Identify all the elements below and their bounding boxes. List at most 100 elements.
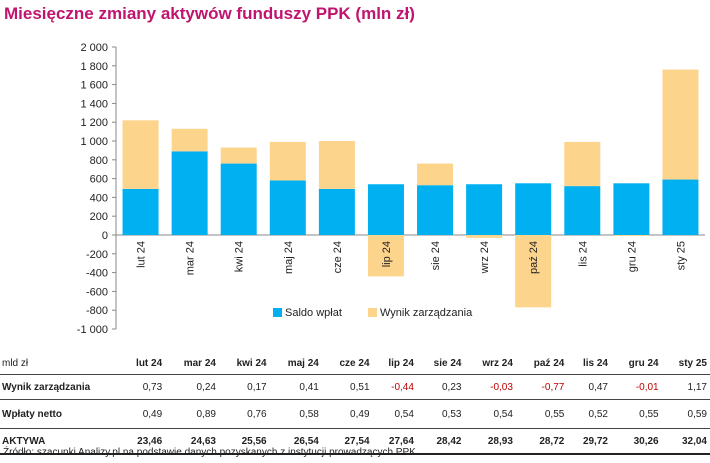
table-row-label: Wpłaty netto	[0, 399, 120, 429]
table-cell: 0,89	[165, 399, 219, 429]
y-tick-label: 600	[90, 174, 108, 186]
x-tick-label: gru 24	[626, 241, 638, 272]
table-column-header: mar 24	[165, 352, 219, 375]
table-cell: 0,17	[218, 374, 270, 400]
y-tick-label: -800	[86, 305, 108, 317]
bar-saldo-wplat	[515, 183, 552, 235]
table-column-header: lip 24	[372, 352, 417, 375]
x-tick-label: paź 24	[528, 241, 540, 274]
y-tick-label: -1 000	[77, 324, 108, 336]
table-row-label: AKTYWA	[0, 428, 120, 455]
bar-wynik-zarzadzania	[122, 120, 159, 189]
table-cell: 30,26	[610, 428, 662, 455]
table-cell: 1,17	[661, 374, 710, 400]
x-tick-label: sie 24	[430, 241, 442, 270]
x-tick-label: maj 24	[283, 241, 295, 274]
table-cell: 25,56	[218, 428, 270, 455]
table-cell: 0,49	[321, 399, 373, 429]
table-row: AKTYWA 23,46 24,63 25,56 26,54 27,54 27,64 28,4…	[0, 428, 710, 455]
bar-wynik-zarzadzania	[662, 69, 699, 180]
source-note: Źródło: szacunki Analizy.pl na podstawie…	[3, 447, 416, 458]
y-tick-label: -200	[86, 249, 108, 261]
table-column-header: kwi 24	[218, 352, 270, 375]
x-tick-label: kwi 24	[234, 241, 246, 272]
table-row: Wynik zarządzania 0,73 0,24 0,17 0,41 0,51 -0,…	[0, 374, 710, 400]
bar-saldo-wplat	[613, 183, 650, 235]
table-cell: 28,72	[515, 428, 568, 455]
y-tick-label: -600	[86, 286, 108, 298]
bar-wynik-zarzadzania	[367, 235, 404, 277]
bar-saldo-wplat	[417, 185, 454, 235]
table-cell: 0,23	[416, 374, 465, 400]
bar-wynik-zarzadzania	[220, 147, 257, 164]
table-column-header: sie 24	[416, 352, 465, 375]
table-row-label: Wynik zarządzania	[0, 374, 120, 400]
table-cell: 23,46	[120, 428, 166, 455]
x-tick-label: cze 24	[332, 241, 344, 273]
y-tick-label: 200	[90, 211, 108, 223]
table-row: Wpłaty netto 0,49 0,89 0,76 0,58 0,49 0,54 0,53…	[0, 399, 710, 429]
table-cell: 0,55	[515, 399, 568, 429]
chart-title: Miesięczne zmiany aktywów funduszy PPK (…	[4, 4, 415, 23]
bar-wynik-zarzadzania	[515, 235, 552, 308]
table-cell: 0,41	[269, 374, 322, 400]
legend-label: Saldo wpłat	[285, 307, 342, 319]
y-tick-label: 1 400	[80, 98, 108, 110]
y-tick-label: 400	[90, 192, 108, 204]
table-cell: 0,73	[120, 374, 166, 400]
table-cell: 28,93	[464, 428, 516, 455]
x-tick-label: lip 24	[381, 241, 393, 267]
table-column-header: lis 24	[567, 352, 611, 375]
bar-saldo-wplat	[269, 180, 306, 235]
x-tick-label: lut 24	[136, 241, 148, 268]
bar-saldo-wplat	[662, 179, 699, 235]
bar-saldo-wplat	[367, 184, 404, 235]
table-cell: 28,42	[416, 428, 465, 455]
bar-saldo-wplat	[564, 186, 601, 235]
table-cell: 0,47	[567, 374, 611, 400]
table-cell: 0,53	[416, 399, 465, 429]
table-cell: -0,01	[610, 374, 662, 400]
bar-saldo-wplat	[220, 163, 257, 235]
y-tick-label: -400	[86, 268, 108, 280]
bar-wynik-zarzadzania	[564, 141, 601, 187]
legend-swatch	[368, 308, 377, 317]
x-tick-label: mar 24	[185, 241, 197, 275]
bar-saldo-wplat	[318, 188, 355, 235]
y-tick-label: 1 800	[80, 61, 108, 73]
y-tick-label: 800	[90, 155, 108, 167]
table-cell: 27,64	[372, 428, 417, 455]
table-cell: 27,54	[321, 428, 373, 455]
table-cell: 0,54	[464, 399, 516, 429]
table-column-header: cze 24	[321, 352, 373, 375]
bar-saldo-wplat	[466, 184, 503, 235]
table-cell: 24,63	[165, 428, 219, 455]
bar-wynik-zarzadzania	[417, 163, 454, 186]
y-tick-label: 1 000	[80, 136, 108, 148]
table-cell: 32,04	[661, 428, 710, 455]
legend-swatch	[273, 308, 282, 317]
data-table: mld zł lut 24 mar 24 kwi 24 maj 24 cze 24 lip …	[0, 352, 710, 455]
table-cell: 0,54	[372, 399, 417, 429]
x-tick-label: lis 24	[577, 241, 589, 267]
y-tick-label: 2 000	[80, 42, 108, 54]
table-column-header: gru 24	[610, 352, 662, 375]
table-cell: 0,52	[567, 399, 611, 429]
table-column-header: wrz 24	[464, 352, 516, 375]
bar-wynik-zarzadzania	[318, 141, 355, 189]
table-cell: 0,49	[120, 399, 166, 429]
bar-saldo-wplat	[122, 188, 159, 235]
bar-wynik-zarzadzania	[613, 235, 650, 236]
table-cell: 0,51	[321, 374, 373, 400]
bar-wynik-zarzadzania	[466, 235, 503, 238]
legend-label: Wynik zarządzania	[380, 307, 473, 319]
bar-wynik-zarzadzania	[269, 141, 306, 181]
table-cell: 26,54	[269, 428, 322, 455]
table-unit-label: mld zł	[0, 352, 120, 375]
table-cell: 0,55	[610, 399, 662, 429]
table-column-header: lut 24	[120, 352, 166, 375]
y-tick-label: 0	[102, 230, 108, 242]
table-cell: 0,58	[269, 399, 322, 429]
table-cell: 29,72	[567, 428, 611, 455]
table-column-header: maj 24	[269, 352, 322, 375]
